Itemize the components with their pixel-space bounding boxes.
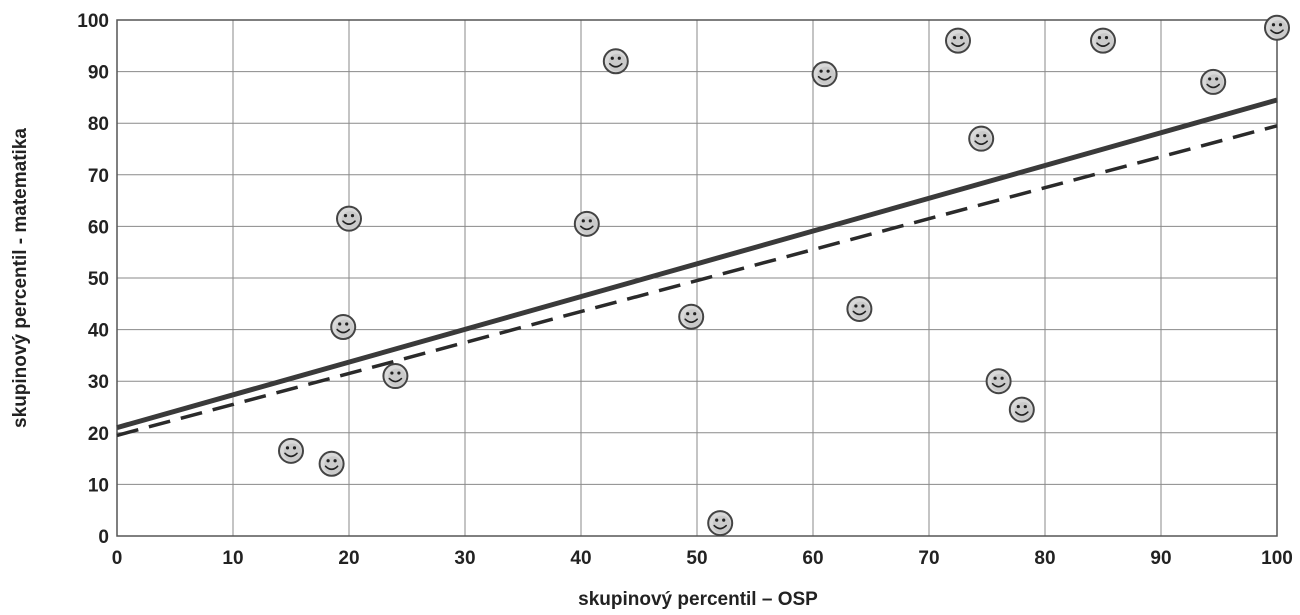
- grid: [116, 19, 1278, 537]
- data-point: [382, 363, 409, 390]
- x-tick-label: 10: [222, 548, 243, 569]
- trendline-solid: [116, 97, 1278, 431]
- data-point: [707, 510, 734, 537]
- data-point: [985, 368, 1012, 395]
- data-point: [1008, 396, 1035, 423]
- data-point: [1200, 68, 1227, 95]
- y-tick-label: 20: [88, 424, 109, 445]
- x-tick-label: 40: [570, 548, 591, 569]
- data-point: [846, 295, 873, 322]
- data-point: [318, 450, 345, 477]
- x-tick-labels: 0 10 20 30 40 50 60 70 80 90 100: [112, 548, 1293, 569]
- data-point: [278, 437, 304, 464]
- data-point: [1090, 27, 1116, 54]
- data-point: [811, 61, 838, 88]
- plot-frame: [116, 19, 1278, 537]
- y-tick-label: 40: [88, 321, 109, 342]
- trendlines: [116, 97, 1278, 438]
- y-tick-label: 70: [88, 166, 109, 187]
- data-point: [602, 48, 629, 75]
- x-axis-title: skupinový percentil – OSP: [578, 589, 818, 610]
- x-tick-label: 30: [454, 548, 475, 569]
- y-tick-label: 10: [88, 475, 109, 496]
- x-tick-label: 90: [1150, 548, 1171, 569]
- y-tick-label: 90: [88, 63, 109, 84]
- y-tick-label: 80: [88, 114, 109, 135]
- data-point: [678, 303, 705, 330]
- x-tick-label: 20: [338, 548, 359, 569]
- x-tick-label: 70: [918, 548, 939, 569]
- y-tick-label: 50: [88, 269, 109, 290]
- trendline-dashed: [116, 124, 1278, 438]
- data-point: [573, 210, 600, 237]
- data-point: [945, 27, 971, 54]
- data-point: [968, 125, 995, 152]
- x-tick-label: 100: [1261, 548, 1293, 569]
- x-tick-label: 60: [802, 548, 823, 569]
- data-point: [336, 205, 362, 232]
- y-tick-label: 60: [88, 217, 109, 238]
- x-tick-label: 0: [112, 548, 123, 569]
- y-axis-title: skupinový percentil - matematika: [10, 128, 31, 428]
- data-point: [330, 314, 357, 341]
- data-points: [278, 14, 1290, 537]
- x-tick-label: 50: [686, 548, 707, 569]
- y-tick-labels: 0 10 20 30 40 50 60 70 80 90 100: [77, 11, 109, 548]
- y-tick-label: 100: [77, 11, 109, 32]
- x-tick-label: 80: [1034, 548, 1055, 569]
- y-tick-label: 30: [88, 372, 109, 393]
- data-point: [1264, 14, 1290, 41]
- y-tick-label: 0: [98, 527, 109, 548]
